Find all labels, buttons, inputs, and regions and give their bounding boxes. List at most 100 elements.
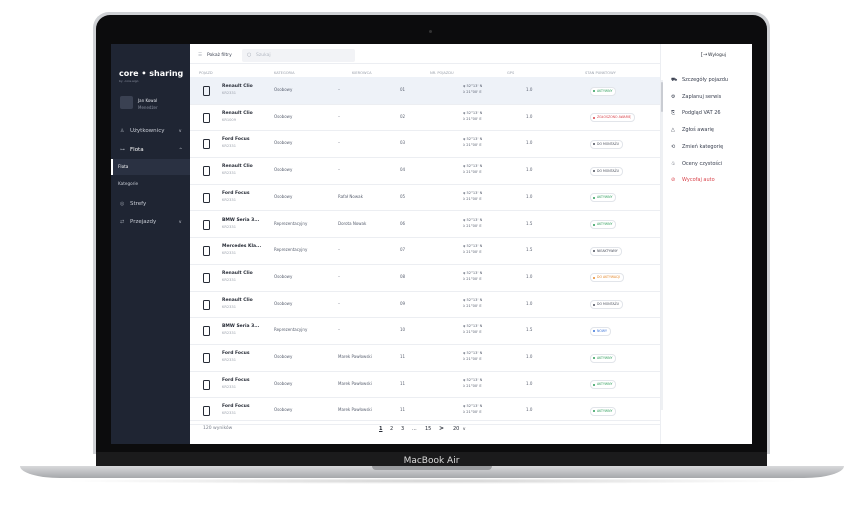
table-row[interactable] xyxy=(190,104,660,132)
car-icon xyxy=(203,379,210,390)
menu-item[interactable]: Użytkownicy xyxy=(130,128,165,134)
table-row[interactable] xyxy=(190,371,660,399)
gps-lat: φ 52°13' N xyxy=(463,217,483,222)
next-page[interactable]: > xyxy=(439,425,445,432)
gps-lon: λ 21°00' E xyxy=(463,303,482,308)
driver: – xyxy=(338,140,340,146)
chevron: v xyxy=(179,219,182,224)
menu-icon: ⇄ xyxy=(120,219,125,225)
driver: – xyxy=(338,87,340,92)
table-row[interactable] xyxy=(190,77,660,105)
search-box[interactable] xyxy=(242,49,355,62)
page-size[interactable]: 20 xyxy=(453,426,460,432)
status-label: NIEAKTYWNY xyxy=(597,248,618,253)
table-row[interactable] xyxy=(190,157,660,185)
table-row[interactable] xyxy=(190,237,660,265)
driver: Dorota Nowak xyxy=(338,220,367,226)
page-link[interactable]: ... xyxy=(412,426,417,432)
action[interactable]: Zmień kategorię xyxy=(682,143,724,150)
avatar xyxy=(120,96,133,109)
action-icon: ⟲ xyxy=(671,143,676,150)
category: Osobowy xyxy=(274,273,293,279)
table-row[interactable] xyxy=(190,397,660,426)
column-header[interactable]: KIEROWCA xyxy=(352,71,372,75)
filters[interactable]: Pokaż filtry xyxy=(207,53,232,58)
menu-icon: ⊶ xyxy=(120,147,125,153)
score: 1.0 xyxy=(526,407,533,413)
column-header[interactable]: KATEGORIA xyxy=(274,71,295,75)
category: Reprezentacyjny xyxy=(274,327,308,333)
vehicle-number: 11 xyxy=(400,380,406,386)
page-link[interactable]: 15 xyxy=(425,426,432,432)
table-row[interactable] xyxy=(190,291,660,319)
logout[interactable]: Wyloguj xyxy=(708,53,726,58)
gps-lat: φ 52°13' N xyxy=(463,404,483,409)
vehicle-number: 11 xyxy=(400,407,406,413)
action[interactable]: Wycofaj auto xyxy=(682,177,715,184)
car-icon xyxy=(203,86,210,96)
gps-lat: φ 52°13' N xyxy=(463,377,483,382)
score: 1.5 xyxy=(526,247,533,253)
menu-item[interactable]: Kategorie xyxy=(118,181,139,186)
table-row[interactable] xyxy=(190,264,660,292)
chin xyxy=(96,452,767,468)
category: Reprezentacyjny xyxy=(274,220,308,226)
menu-icon: ◎ xyxy=(120,201,125,207)
car-icon xyxy=(203,246,210,257)
page-link[interactable]: 1 xyxy=(379,426,383,432)
menu-item[interactable]: Przejazdy xyxy=(130,219,157,225)
chevron: v xyxy=(179,128,182,133)
vehicle-name: Renault Clio xyxy=(222,110,253,116)
gps-lat: φ 52°13' N xyxy=(463,137,483,142)
column-header[interactable]: GPS xyxy=(507,71,515,75)
active-item xyxy=(111,159,190,175)
action[interactable]: Oceny czystości xyxy=(682,160,723,167)
vehicle-name: Renault Clio xyxy=(222,270,253,276)
status-badge: AKTYWNY xyxy=(590,353,617,363)
result-count: 120 wyników xyxy=(203,426,233,431)
vehicle-plate: KR2331 xyxy=(222,251,236,256)
category: Osobowy xyxy=(274,87,293,92)
menu-item[interactable]: Flota xyxy=(118,164,129,169)
car-icon xyxy=(203,139,210,150)
action-icon: △ xyxy=(671,127,675,134)
table-row[interactable] xyxy=(190,211,660,239)
vehicle-plate: KR2331 xyxy=(222,304,236,309)
status-label: DO MONTAŻU xyxy=(597,141,620,146)
status-badge: DO AKTYWACJI xyxy=(590,273,625,283)
status-dot xyxy=(593,383,595,386)
action[interactable]: Zaplanuj serwis xyxy=(682,93,722,100)
column-header[interactable]: NR. POJAZDU xyxy=(430,71,454,75)
car-icon xyxy=(203,192,210,203)
column-header[interactable]: STAN PUNKTOWY xyxy=(585,71,616,75)
vehicle-name: Renault Clio xyxy=(222,297,253,303)
action-icon: ♧ xyxy=(671,160,676,167)
car-icon xyxy=(203,353,210,363)
menu-item[interactable]: Flota xyxy=(130,147,144,153)
status-label: AKTYWNY xyxy=(597,222,613,226)
vehicle-plate: KR2331 xyxy=(222,277,236,282)
table-row[interactable] xyxy=(190,317,660,345)
table-row[interactable] xyxy=(190,130,660,159)
status-dot xyxy=(593,357,595,359)
car-icon xyxy=(203,166,210,177)
status-badge: AKTYWNY xyxy=(590,380,617,390)
menu-item[interactable]: Strefy xyxy=(130,201,147,207)
action[interactable]: Zgłoś awarię xyxy=(682,127,715,134)
driver: Rafał Nowak xyxy=(338,193,363,199)
action[interactable]: Podgląd VAT 26 xyxy=(682,110,721,117)
action[interactable]: Szczegóły pojazdu xyxy=(682,77,729,83)
scrollbar xyxy=(661,80,663,410)
page-link[interactable]: 3 xyxy=(401,426,405,432)
vehicle-name: BMW Seria 3... xyxy=(222,324,260,330)
camera xyxy=(429,30,432,33)
brand-sub: by .core.aigo xyxy=(119,79,139,83)
gps-lon: λ 21°00' E xyxy=(463,276,482,281)
vehicle-number: 05 xyxy=(400,193,406,199)
column-header[interactable]: POJAZD xyxy=(199,71,213,75)
vehicle-number: 11 xyxy=(400,354,406,359)
table-row[interactable] xyxy=(190,344,660,372)
status-label: AKTYWNY xyxy=(597,88,613,93)
page-link[interactable]: 2 xyxy=(390,426,394,432)
table-row[interactable] xyxy=(190,184,660,212)
